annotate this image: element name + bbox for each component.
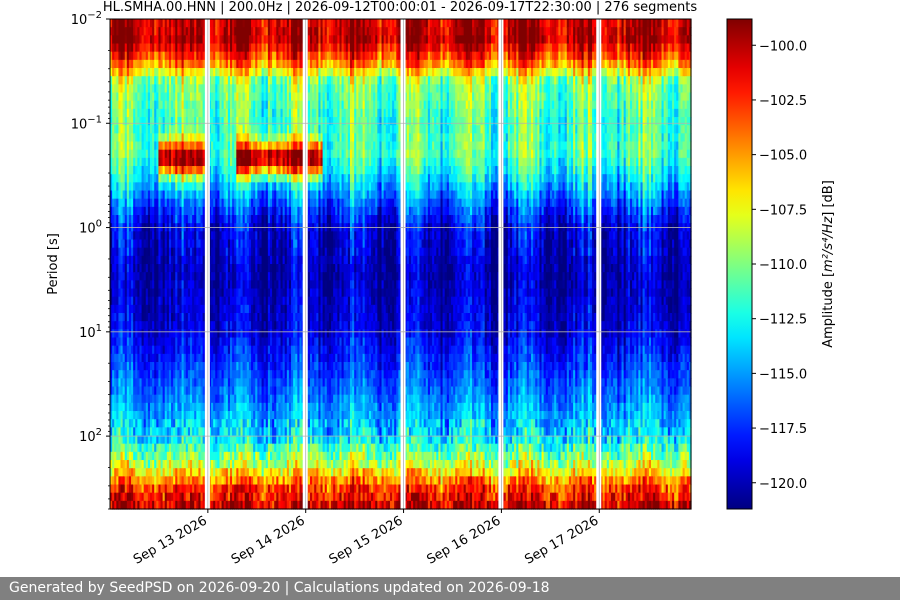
colorbar-label: Amplitude [m²/s⁴/Hz] [dB]: [821, 180, 836, 348]
x-tick-label: Sep 16 2026: [425, 513, 504, 567]
data-gap: [400, 19, 406, 509]
y-tick-label: 10−2: [71, 10, 102, 28]
colorbar-tick-label: −115.0: [759, 367, 807, 382]
x-axis-ticks: Sep 13 2026 Sep 14 2026 Sep 15 2026 Sep 16 …: [131, 509, 601, 568]
data-gap: [596, 19, 602, 509]
x-tick-label: Sep 13 2026: [131, 513, 210, 567]
colorbar-gradient: [726, 18, 753, 510]
colorbar-tick-label: −112.5: [759, 313, 807, 328]
footer-text: Generated by SeedPSD on 2026-09-20 | Cal…: [9, 580, 550, 596]
x-tick-label: Sep 17 2026: [522, 513, 601, 567]
colorbar-tick-label: −102.5: [759, 94, 807, 109]
data-gap: [204, 19, 210, 509]
x-tick-label: Sep 15 2026: [327, 513, 406, 567]
spectrogram-figure: HL.SMHA.00.HNN | 200.0Hz | 2026-09-12T00…: [46, 0, 836, 568]
colorbar: −100.0 −102.5 −105.0 −107.5 −110.0 −112.5 −115…: [726, 18, 836, 510]
y-tick-label: 102: [79, 427, 102, 445]
y-tick-label: 101: [79, 323, 102, 341]
colorbar-tick-label: −117.5: [759, 422, 807, 437]
y-axis-label: Period [s]: [46, 233, 61, 295]
y-tick-label: 100: [79, 219, 102, 237]
chart-title: HL.SMHA.00.HNN | 200.0Hz | 2026-09-12T00…: [103, 0, 698, 15]
colorbar-tick-label: −110.0: [759, 258, 807, 273]
plot-frame: [109, 18, 692, 510]
colorbar-tick-label: −120.0: [759, 477, 807, 492]
colorbar-tick-label: −105.0: [759, 149, 807, 164]
spectrogram-heatmap: [110, 19, 692, 510]
colorbar-tick-label: −107.5: [759, 203, 807, 218]
data-gap: [302, 19, 308, 509]
x-tick-label: Sep 14 2026: [229, 513, 308, 567]
colorbar-tick-label: −100.0: [759, 39, 807, 54]
y-axis-ticks: 10−2 10−1 100 101 102: [71, 10, 110, 510]
footer-bar: Generated by SeedPSD on 2026-09-20 | Cal…: [0, 577, 900, 600]
y-tick-label: 10−1: [71, 114, 102, 132]
data-gap: [498, 19, 504, 509]
grid-lines: [110, 19, 691, 509]
